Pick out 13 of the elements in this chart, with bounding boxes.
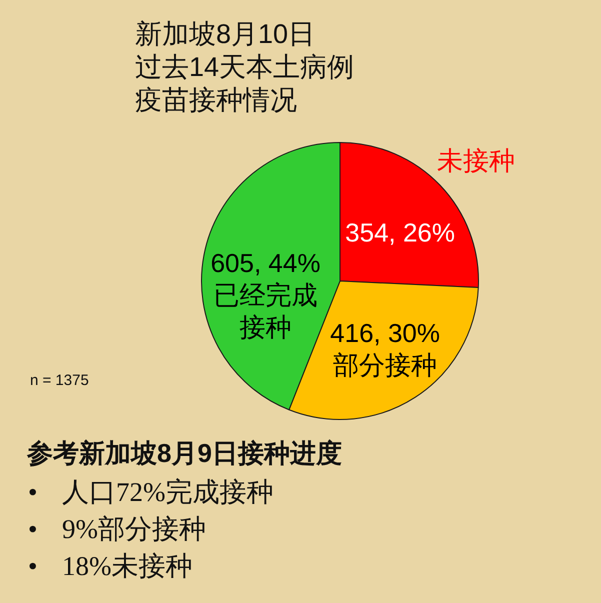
slice-label: 已经完成接种	[214, 280, 318, 342]
data-label: 605, 44%	[210, 248, 320, 278]
text: 参考新加坡8月9日接种进度	[27, 437, 342, 470]
slice-label: 部分接种	[333, 350, 438, 380]
text: n = 1375	[30, 372, 89, 389]
slice-label: 未接种	[437, 145, 516, 176]
text: • 人口72%完成接种	[28, 476, 274, 509]
data-label: 416, 30%	[330, 318, 440, 348]
text: • 9%部分接种	[28, 513, 206, 546]
chart-subtitle: 过去14天本土病例疫苗接种情况	[135, 51, 356, 117]
chart-title: 新加坡8月10日	[135, 18, 316, 51]
text: • 18%未接种	[28, 550, 192, 583]
data-label: 354, 26%	[345, 217, 456, 248]
